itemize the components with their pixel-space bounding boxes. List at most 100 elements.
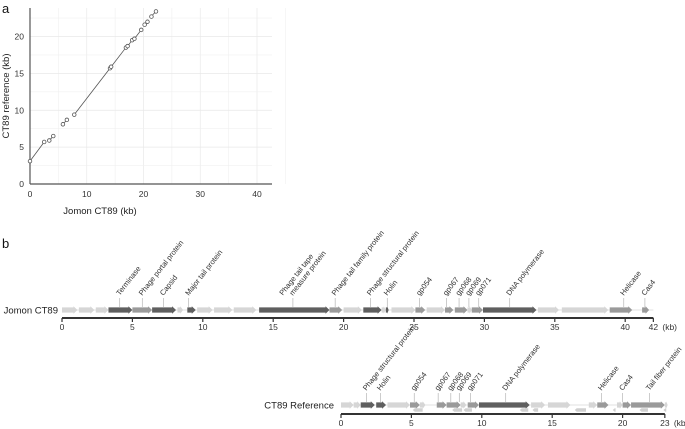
gene-arrow bbox=[214, 306, 233, 314]
gene-label-line: gp054 bbox=[414, 275, 434, 297]
data-point bbox=[139, 27, 144, 33]
gene-arrow bbox=[460, 401, 467, 409]
track-tick-label: 42 bbox=[649, 322, 659, 332]
gene-arrow bbox=[482, 306, 537, 314]
gene-label: Cas4 bbox=[617, 373, 635, 392]
x-tick-label: 40 bbox=[252, 189, 262, 199]
gene-arrow bbox=[387, 401, 410, 409]
data-point bbox=[47, 138, 52, 143]
gene-arrow bbox=[426, 306, 445, 314]
gene-label: Cas4 bbox=[639, 278, 657, 297]
gene-label-line: Major tail protein bbox=[183, 248, 224, 297]
gene-arrow bbox=[597, 401, 609, 409]
x-tick-label: 0 bbox=[28, 189, 33, 199]
gene-label: Capsid bbox=[158, 273, 179, 297]
data-point bbox=[51, 133, 56, 139]
gene-arrow bbox=[444, 306, 454, 314]
gene-arrow bbox=[381, 306, 386, 314]
gene-arrow bbox=[78, 306, 95, 314]
gene-arrow bbox=[341, 401, 354, 409]
gene-arrow bbox=[622, 401, 632, 409]
gene-arrow bbox=[547, 401, 571, 409]
gene-label: Phage tail tapemeasure protein bbox=[277, 244, 327, 302]
data-point bbox=[153, 9, 159, 14]
gene-arrow bbox=[385, 306, 389, 314]
gene-label: Helicase bbox=[596, 364, 621, 392]
x-axis-title: Jomon CT89 (kb) bbox=[63, 206, 136, 217]
y-tick-label: 0 bbox=[19, 179, 24, 189]
gene-label: DNA polymerase bbox=[504, 247, 546, 297]
gene-arrow bbox=[197, 306, 213, 314]
track-tick-label: 23 bbox=[660, 418, 670, 428]
gene-label-line: Capsid bbox=[158, 273, 179, 297]
gene-arrow bbox=[537, 306, 560, 314]
gene-arrow bbox=[616, 401, 623, 409]
data-point bbox=[60, 122, 66, 127]
track-tick-label: 15 bbox=[268, 322, 278, 332]
track-tick-label: 5 bbox=[130, 322, 135, 332]
gene-arrow bbox=[531, 401, 546, 409]
gene-arrow bbox=[642, 306, 650, 314]
track-label: CT89 Reference bbox=[264, 401, 334, 412]
track-tick-label: 20 bbox=[618, 418, 628, 428]
gene-arrow-reverse bbox=[463, 408, 472, 412]
y-axis-title: CT89 reference (kb) bbox=[1, 53, 12, 138]
data-point bbox=[72, 112, 77, 117]
gene-arrow bbox=[419, 401, 426, 409]
gene-arrow bbox=[259, 306, 330, 314]
gene-arrow bbox=[177, 306, 184, 314]
y-tick-label: 5 bbox=[19, 142, 24, 152]
alignment-segment bbox=[29, 141, 45, 162]
gene-label-line: Cas4 bbox=[617, 373, 635, 392]
y-tick-label: 20 bbox=[15, 32, 25, 42]
track-unit-label: (kb) bbox=[662, 322, 677, 332]
gene-label: Tail fiber protein bbox=[644, 345, 684, 392]
x-tick-label: 20 bbox=[139, 189, 149, 199]
gene-label: gp054 bbox=[409, 370, 429, 392]
gene-arrow bbox=[152, 306, 177, 314]
track-tick-label: 30 bbox=[480, 322, 490, 332]
alignment-segment bbox=[110, 47, 127, 68]
data-point bbox=[27, 158, 33, 164]
y-tick-label: 10 bbox=[15, 105, 25, 115]
gene-label-line: Tail fiber protein bbox=[644, 345, 684, 392]
data-point bbox=[149, 14, 154, 19]
gene-arrow bbox=[664, 401, 668, 409]
gene-arrow bbox=[363, 306, 382, 314]
track-unit-label: (kb) bbox=[674, 418, 685, 428]
data-point bbox=[41, 139, 47, 145]
gene-arrow bbox=[353, 401, 361, 409]
track-tick-label: 25 bbox=[409, 322, 419, 332]
gene-label-line: Helicase bbox=[596, 364, 621, 392]
gene-arrow-reverse bbox=[574, 408, 586, 412]
data-point bbox=[125, 43, 130, 49]
gene-label-line: Helicase bbox=[618, 269, 643, 297]
gene-arrow bbox=[409, 401, 420, 409]
x-tick-label: 30 bbox=[196, 189, 206, 199]
gene-arrow bbox=[588, 401, 598, 409]
gene-arrow bbox=[467, 306, 472, 314]
gene-arrow bbox=[132, 306, 153, 314]
gene-arrow bbox=[467, 401, 479, 409]
gene-arrow-reverse bbox=[663, 408, 667, 412]
gene-arrow bbox=[329, 306, 343, 314]
gene-arrow-reverse bbox=[452, 408, 463, 412]
gene-arrow bbox=[471, 306, 483, 314]
track-tick-label: 15 bbox=[547, 418, 557, 428]
track-tick-label: 10 bbox=[477, 418, 487, 428]
gene-arrow bbox=[376, 401, 387, 409]
gene-label-line: Cas4 bbox=[639, 278, 657, 297]
gene-arrow bbox=[108, 306, 133, 314]
gene-arrow-reverse bbox=[519, 408, 529, 412]
gene-arrow-reverse bbox=[532, 408, 539, 412]
panel-label-b: b bbox=[2, 236, 9, 251]
gene-label: DNA polymerase bbox=[500, 342, 542, 392]
track-tick-label: 40 bbox=[620, 322, 630, 332]
gene-arrow bbox=[233, 306, 257, 314]
track-tick-label: 0 bbox=[339, 418, 344, 428]
data-point bbox=[108, 64, 114, 69]
gene-label-line: DNA polymerase bbox=[504, 247, 546, 297]
